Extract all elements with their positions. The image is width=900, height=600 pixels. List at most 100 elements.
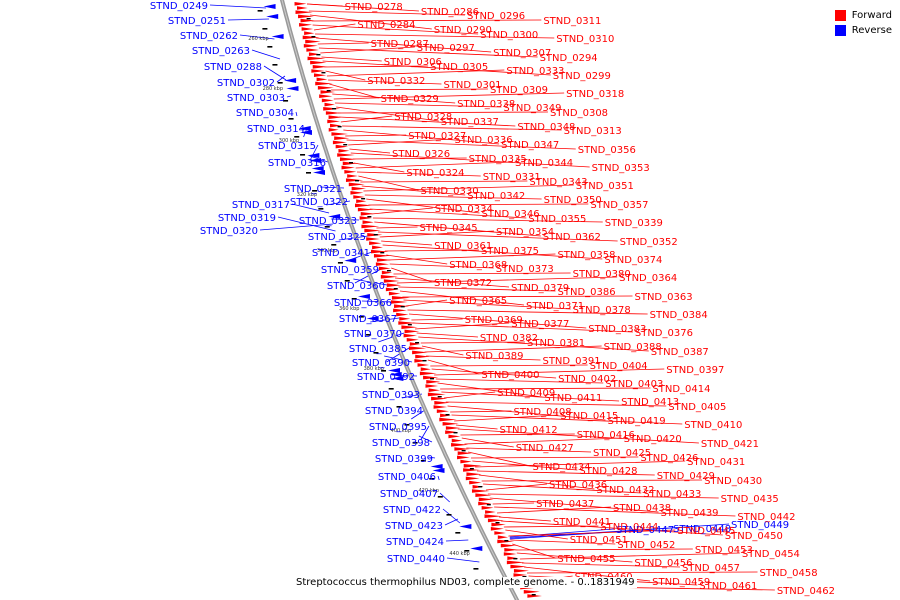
reverse-gene-label: STND_0398 [372,438,430,449]
forward-gene-label: STND_0400 [481,370,539,381]
forward-leader-line [381,240,433,246]
forward-gene-label: STND_0416 [577,430,635,441]
reverse-leader-line [286,95,291,98]
forward-feature-arrow [475,493,492,497]
reverse-gene-label: STND_0399 [375,454,433,465]
forward-feature-arrow [385,287,399,292]
reverse-gene-label: STND_0325 [308,232,366,243]
tick-mark [461,450,466,452]
forward-feature-arrow [428,388,440,392]
reverse-leader-line [251,49,281,60]
reverse-gene-label: STND_0341 [312,248,370,259]
forward-feature-arrow [510,564,527,569]
forward-gene-label: STND_0343 [529,177,587,188]
forward-gene-label: STND_0409 [497,388,555,399]
forward-feature-arrow [463,464,482,468]
forward-gene-label: STND_0462 [777,586,835,597]
forward-feature-arrow [324,102,335,107]
forward-feature-arrow [414,359,428,363]
tick-mark [415,342,420,344]
forward-gene-label: STND_0301 [443,80,501,91]
forward-feature-arrow [307,56,326,61]
forward-leader-line [402,295,633,298]
forward-gene-label: STND_0433 [643,489,701,500]
forward-feature-arrow [308,52,321,56]
tick-mark [495,522,500,524]
forward-gene-label: STND_0371 [526,301,584,312]
forward-feature-arrow [419,371,437,376]
forward-gene-label: STND_0351 [576,181,634,192]
forward-feature-arrow [311,69,325,73]
forward-feature-arrow [396,312,409,317]
forward-leader-line [318,47,538,58]
forward-feature-arrow [391,296,410,300]
reverse-leader-line [411,409,426,420]
forward-leader-line [440,387,651,390]
forward-feature-arrow [431,396,448,401]
tick-mark [366,334,372,336]
forward-feature-arrow [469,480,482,485]
forward-feature-arrow [316,77,328,82]
forward-gene-label: STND_0338 [457,99,515,110]
reverse-feature-arrow [271,34,284,39]
forward-leader-line [508,529,676,537]
reverse-leader-line [277,216,336,232]
forward-feature-arrow [436,409,450,413]
tick-mark [412,442,418,444]
forward-feature-arrow [465,476,480,481]
reverse-feature-arrow [388,368,401,373]
reverse-gene-label: STND_0424 [386,537,444,548]
tick-mark [257,10,263,12]
forward-leader-line [476,470,655,476]
forward-feature-arrow [334,136,350,140]
forward-leader-line [363,184,574,192]
legend: Forward Reverse [834,8,892,38]
reverse-gene-label: STND_0392 [357,372,415,383]
forward-gene-label: STND_0286 [421,7,479,18]
forward-leader-line [403,299,571,310]
forward-gene-label: STND_0373 [496,264,554,275]
reverse-leader-line [444,518,459,526]
forward-feature-arrow [523,590,540,594]
reverse-leader-line [354,268,382,284]
forward-feature-arrow [319,94,333,98]
forward-leader-line [346,139,576,150]
forward-feature-arrow [369,241,382,245]
forward-leader-line [424,345,602,353]
forward-feature-arrow [327,119,341,124]
reverse-feature-arrow [430,464,443,469]
tick-mark [300,154,306,156]
forward-gene-label: STND_0311 [543,16,601,27]
forward-gene-label: STND_0438 [613,503,671,514]
forward-leader-line [443,391,496,399]
legend-swatch-reverse [834,25,846,36]
reverse-leader-line [291,203,330,214]
forward-feature-arrow [409,342,421,346]
reverse-feature-arrow [389,372,402,377]
reverse-gene-label: STND_0320 [200,226,258,237]
forward-gene-label: STND_0308 [550,108,608,119]
reverse-gene-label: STND_0359 [321,265,379,276]
tick-mark [373,352,379,354]
reverse-leader-line [509,523,730,540]
forward-gene-label: STND_0412 [500,425,558,436]
forward-gene-label: STND_0452 [617,540,675,551]
forward-leader-line [492,502,535,505]
reverse-feature-arrow [284,78,297,83]
forward-leader-line [516,552,633,563]
forward-leader-line [407,309,648,315]
forward-leader-line [308,10,465,16]
reverse-gene-label: STND_0249 [150,1,208,12]
forward-feature-arrow [478,497,494,502]
forward-feature-arrow [445,430,459,434]
forward-gene-label: STND_0430 [704,476,762,487]
tick-mark [337,126,342,128]
forward-gene-label: STND_0414 [652,384,710,395]
forward-feature-arrow [487,518,504,523]
forward-feature-arrow [323,107,341,111]
tick-mark [262,28,268,30]
legend-label-forward: Forward [851,10,892,21]
forward-feature-arrow [380,275,398,279]
forward-leader-line [336,106,439,122]
reverse-leader-line [439,492,450,503]
